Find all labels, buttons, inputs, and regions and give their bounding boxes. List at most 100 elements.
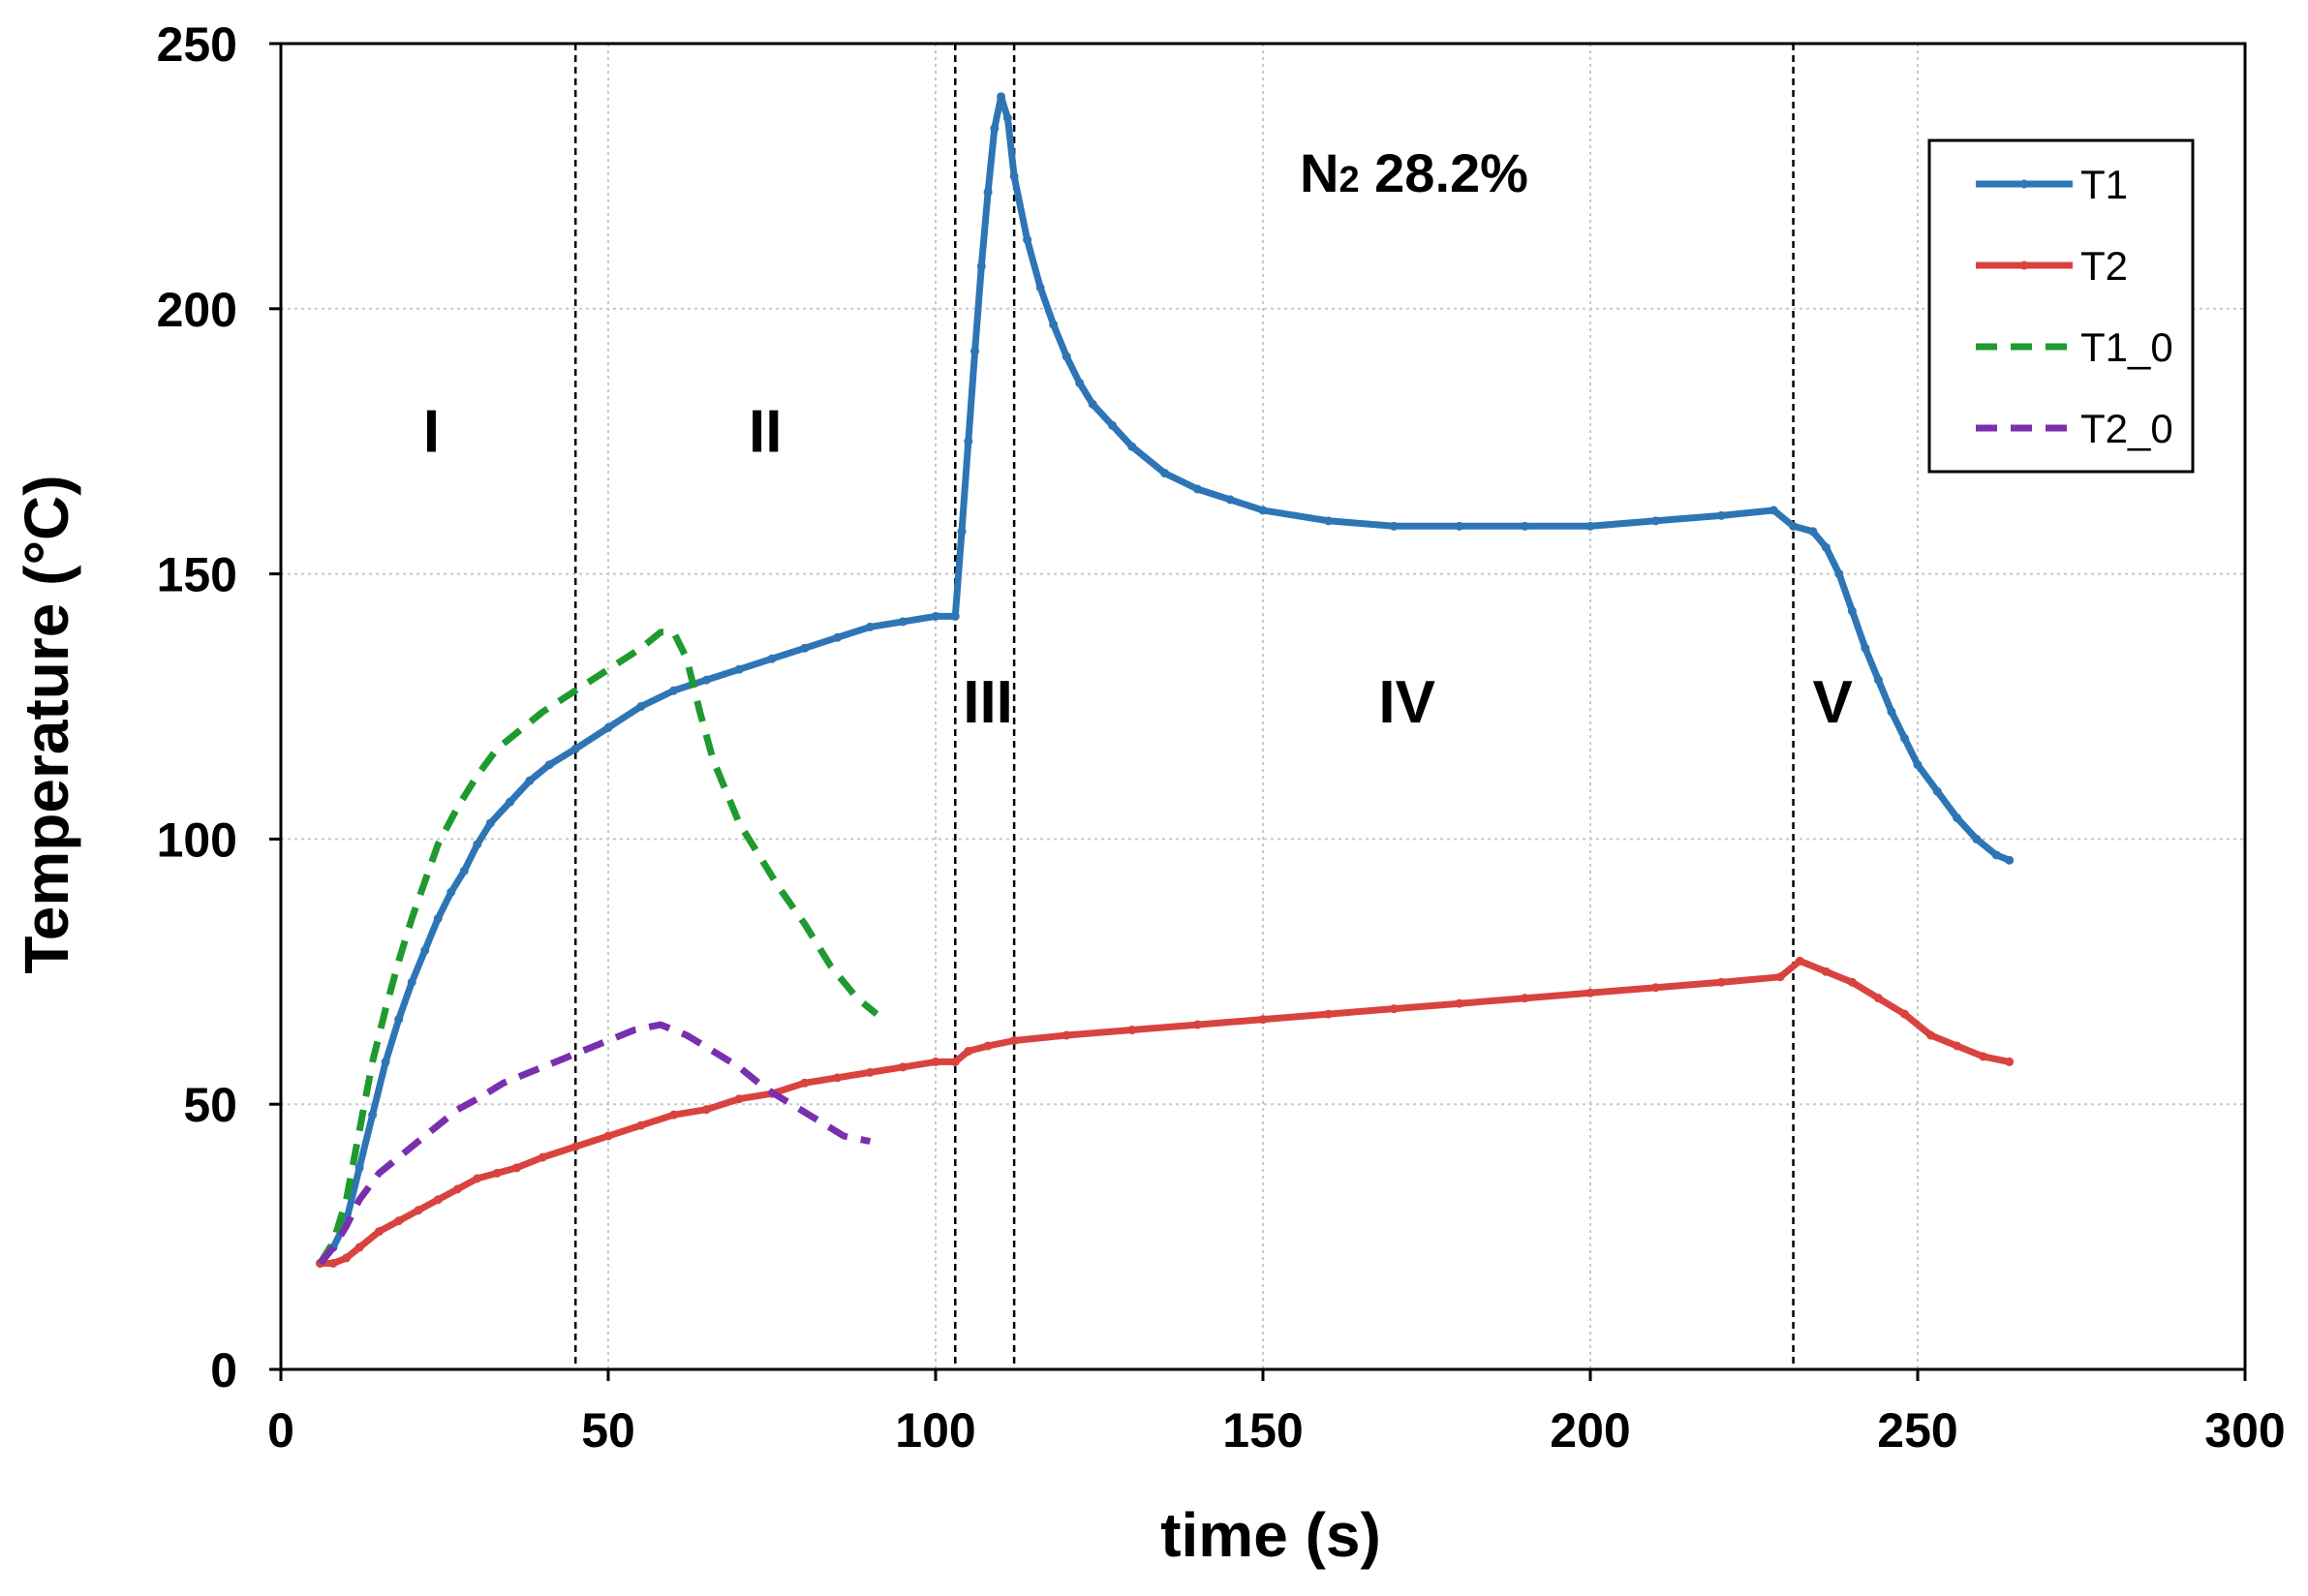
data-point-t2 [1127,1026,1137,1035]
legend-label-t1: T1 [2080,162,2128,207]
data-point-t2 [1926,1030,1936,1040]
data-point-t1 [1651,516,1661,526]
series-group [316,92,2015,1268]
legend-marker-t1 [2019,179,2029,189]
data-point-t2 [374,1227,384,1237]
data-point-t2 [1009,1035,1019,1045]
data-point-t2 [1716,977,1726,987]
data-point-t2 [983,1041,993,1051]
x-tick-label: 250 [1877,1403,1957,1458]
y-tick-label: 150 [157,548,237,602]
data-point-t1 [570,744,580,753]
y-tick-label: 50 [183,1078,237,1132]
data-point-t2 [701,1105,711,1115]
data-point-t1 [1953,813,1962,822]
stage-label: II [749,399,782,466]
data-point-t1 [1899,733,1909,743]
x-tick-label: 100 [895,1403,975,1458]
data-point-t1 [459,866,469,875]
data-point-t2 [734,1094,744,1104]
stage-label: V [1812,669,1852,736]
data-point-t2 [1795,956,1804,966]
x-tick-label: 0 [267,1403,294,1458]
data-point-t1 [1834,569,1844,579]
data-point-t2 [1389,1004,1399,1014]
data-point-t2 [354,1243,364,1252]
data-point-t1 [381,1057,390,1066]
data-point-t1 [446,887,456,897]
data-point-t1 [1075,378,1085,387]
data-point-t1 [701,675,711,685]
data-point-t2 [1062,1030,1071,1040]
data-point-t1 [1972,834,1982,844]
legend-label-t1_0: T1_0 [2080,324,2173,370]
data-point-t2 [1847,977,1857,987]
data-point-t1 [1789,521,1799,531]
data-point-t2 [453,1184,463,1194]
data-point-t1 [957,527,967,537]
data-point-t1 [1324,516,1334,526]
data-point-t1 [931,611,940,621]
data-point-t1 [1002,113,1012,123]
data-point-t1 [1821,542,1831,552]
data-point-t2 [636,1120,646,1130]
data-point-t2 [1775,972,1785,982]
data-point-t1 [544,760,554,770]
data-point-t2 [800,1078,810,1088]
data-point-t1 [1389,521,1399,531]
data-point-t2 [1873,994,1883,1003]
data-point-t1 [473,840,482,849]
data-point-t2 [1651,983,1661,993]
data-point-t2 [538,1152,547,1162]
data-point-t2 [1324,1009,1334,1019]
data-point-t1 [669,686,679,695]
data-point-t1 [976,261,986,271]
data-point-t1 [1808,527,1818,537]
legend-marker-t2 [2019,261,2029,270]
data-point-t2 [414,1206,423,1215]
stage-label: III [963,669,1013,736]
data-point-t1 [1913,760,1923,770]
data-point-t2 [511,1163,521,1173]
gridlines [281,44,2245,1369]
data-point-t2 [1585,988,1595,998]
data-point-t2 [433,1195,443,1205]
data-point-t2 [492,1168,502,1178]
data-point-t1 [1258,506,1268,515]
legend: T1 T2 T1_0 T2_0 [1927,138,2195,474]
data-point-t1 [525,776,535,785]
data-point-t1 [1520,521,1529,531]
stage-label: IV [1378,669,1435,736]
data-point-t1 [983,187,993,197]
data-point-t2 [1258,1015,1268,1025]
series-line-t1_0 [317,629,879,1266]
data-point-t1 [990,124,1000,134]
y-tick-label: 250 [157,17,237,72]
y-tick-label: 100 [157,813,237,867]
data-point-t1 [1127,442,1137,451]
series-line-t2_0 [317,1021,872,1266]
data-point-t1 [800,643,810,653]
data-point-t1 [970,347,980,356]
x-axis-title: time (s) [1160,1500,1381,1570]
data-point-t1 [420,945,430,955]
data-point-t1 [1192,484,1202,494]
x-tick-label: 200 [1550,1403,1630,1458]
data-point-t2 [833,1073,843,1083]
legend-label-t2: T2 [2080,243,2128,289]
data-point-t1 [1160,469,1170,478]
data-point-t1 [767,654,777,663]
data-point-t1 [1991,850,2001,860]
data-point-t1 [734,664,744,674]
data-point-t1 [1023,235,1032,245]
data-point-t2 [898,1062,908,1072]
data-point-t2 [1192,1020,1202,1029]
data-point-t1 [833,632,843,642]
x-tick-label: 50 [581,1403,635,1458]
data-point-t1 [1887,707,1896,717]
data-point-t2 [931,1057,940,1066]
data-point-t2 [964,1046,973,1056]
